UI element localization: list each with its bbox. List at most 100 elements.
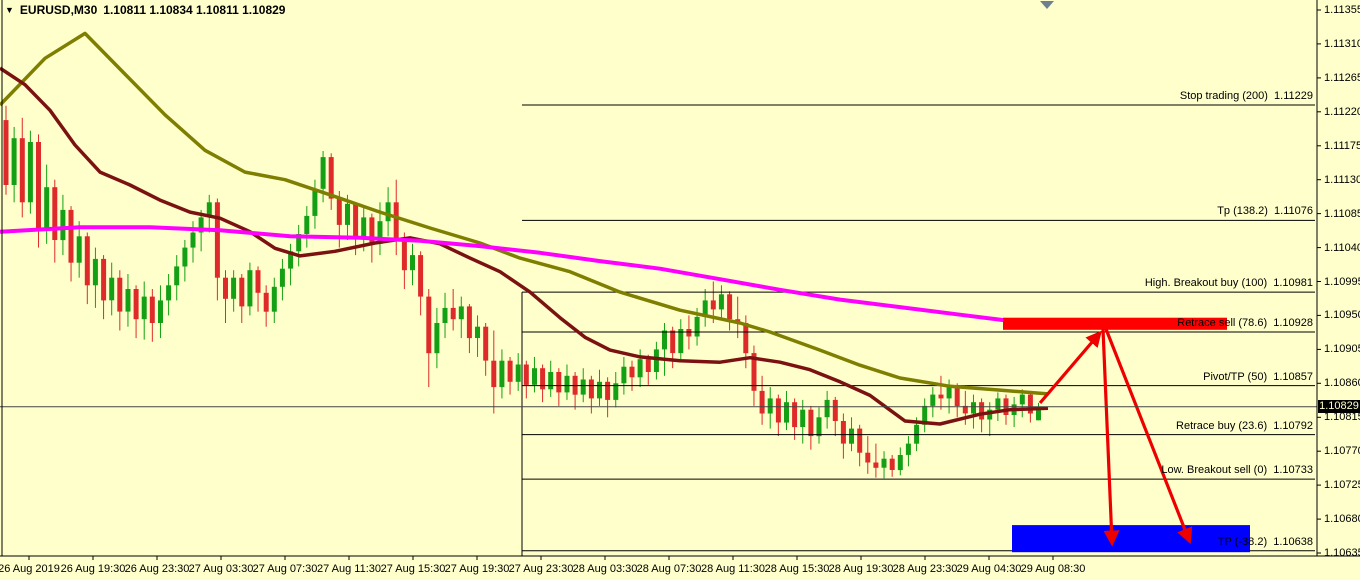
candle-body — [548, 372, 554, 390]
candle-body — [450, 307, 456, 320]
candle-body — [320, 157, 326, 189]
candle-body — [328, 157, 334, 199]
candle-body — [905, 443, 911, 455]
fib-level-label: TP (-38.2) 1.10638 — [1217, 535, 1313, 548]
candle-body — [239, 277, 245, 307]
candle-body — [101, 258, 107, 301]
fib-level-label: Retrace buy (23.6) 1.10792 — [1176, 419, 1313, 432]
candle-body — [662, 330, 667, 350]
candle-body — [255, 270, 261, 293]
fib-level-label: Retrace sell (78.6) 1.10928 — [1177, 317, 1313, 330]
candle-body — [385, 202, 391, 222]
candle-body — [223, 277, 228, 299]
price-tick-label: 1.11220 — [1324, 105, 1360, 118]
candle-body — [865, 452, 871, 463]
symbol-label: EURUSD,M30 — [19, 3, 98, 17]
candle-body — [962, 405, 968, 414]
candle-body — [149, 296, 155, 323]
candle-body — [605, 381, 611, 400]
candle-body — [540, 368, 546, 390]
candle-body — [784, 402, 789, 423]
candle-body — [637, 359, 643, 378]
candle-body — [621, 366, 627, 384]
candle-body — [897, 455, 903, 471]
candle-body — [840, 421, 846, 444]
fib-level-label: Low. Breakout sell (0) 1.10733 — [1161, 464, 1313, 477]
chart-shift-icon[interactable] — [1040, 1, 1054, 9]
candle-body — [190, 232, 196, 248]
candle-body — [653, 349, 659, 372]
trend-arrow[interactable] — [1101, 328, 1120, 547]
candle-body — [702, 300, 708, 317]
trend-arrow[interactable] — [1038, 330, 1102, 405]
candle-body — [808, 409, 814, 437]
price-tick-label: 1.10860 — [1324, 377, 1360, 390]
time-tick-label: 26 Aug 23:30 — [124, 563, 190, 575]
time-tick-label: 27 Aug 03:30 — [188, 563, 254, 575]
candle-body — [483, 326, 489, 361]
candle-body — [922, 405, 928, 425]
candle-body — [36, 142, 41, 229]
candle-body — [564, 375, 570, 393]
candle-body — [792, 402, 798, 428]
candle-body — [401, 240, 407, 271]
price-tick-label: 1.10770 — [1324, 445, 1360, 458]
candle-body — [775, 398, 781, 423]
time-tick-label: 28 Aug 15:30 — [764, 563, 830, 575]
candle-body — [377, 221, 383, 244]
price-tick-label: 1.11355 — [1324, 4, 1360, 16]
candle-body — [92, 258, 98, 286]
candle-body — [881, 458, 887, 468]
candle-body — [800, 409, 806, 427]
candle-body — [263, 292, 269, 312]
fibonacci-levels[interactable] — [521, 104, 1315, 556]
candle-body — [410, 255, 415, 271]
time-tick-label: 28 Aug 03:30 — [572, 563, 638, 575]
time-tick-label: 29 Aug 04:30 — [956, 563, 1022, 575]
candle-body — [52, 187, 58, 240]
candle-body — [979, 402, 985, 420]
candle-body — [214, 202, 220, 278]
candle-body — [597, 381, 602, 399]
price-tick-label: 1.10950 — [1324, 309, 1360, 322]
annotation-zones[interactable] — [1003, 317, 1250, 553]
ma-line-fast-smma-maroon — [0, 66, 1049, 426]
candle-body — [174, 266, 180, 286]
time-tick-label: 26 Aug 2019 — [0, 563, 60, 575]
candle-body — [1027, 394, 1033, 414]
price-tick-label: 1.10725 — [1324, 479, 1360, 492]
candle-body — [27, 142, 33, 203]
candle-body — [60, 209, 66, 241]
candle-body — [873, 462, 879, 468]
candle-body — [3, 120, 9, 185]
sell-zone-box[interactable] — [1003, 317, 1227, 330]
candle-body — [19, 138, 25, 203]
candle-body — [613, 383, 619, 400]
trend-arrow[interactable] — [1104, 328, 1193, 545]
candle-body — [125, 289, 131, 312]
candle-body — [971, 402, 976, 414]
candle-body — [279, 268, 285, 287]
candle-body — [336, 198, 342, 225]
candle-body — [393, 202, 399, 240]
candle-body — [11, 138, 17, 185]
price-tick-label: 1.10635 — [1324, 547, 1360, 559]
price-tick-label: 1.11040 — [1324, 241, 1360, 254]
candle-body — [889, 458, 895, 470]
candle-body — [434, 323, 440, 354]
target-zone-box[interactable] — [1012, 525, 1250, 553]
candle-body — [767, 398, 773, 414]
candle-body — [426, 296, 432, 354]
candle-body — [727, 294, 733, 320]
time-tick-label: 29 Aug 08:30 — [1020, 563, 1086, 575]
candle-body — [231, 277, 237, 299]
price-tick-label: 1.11085 — [1324, 207, 1360, 220]
symbol-dropdown-icon[interactable]: ▼ — [5, 5, 14, 15]
candle-body — [954, 387, 960, 406]
candle-body — [369, 217, 375, 244]
trend-arrows[interactable] — [1038, 328, 1193, 547]
time-tick-label: 28 Aug 19:30 — [828, 563, 894, 575]
candle-body — [580, 379, 586, 395]
